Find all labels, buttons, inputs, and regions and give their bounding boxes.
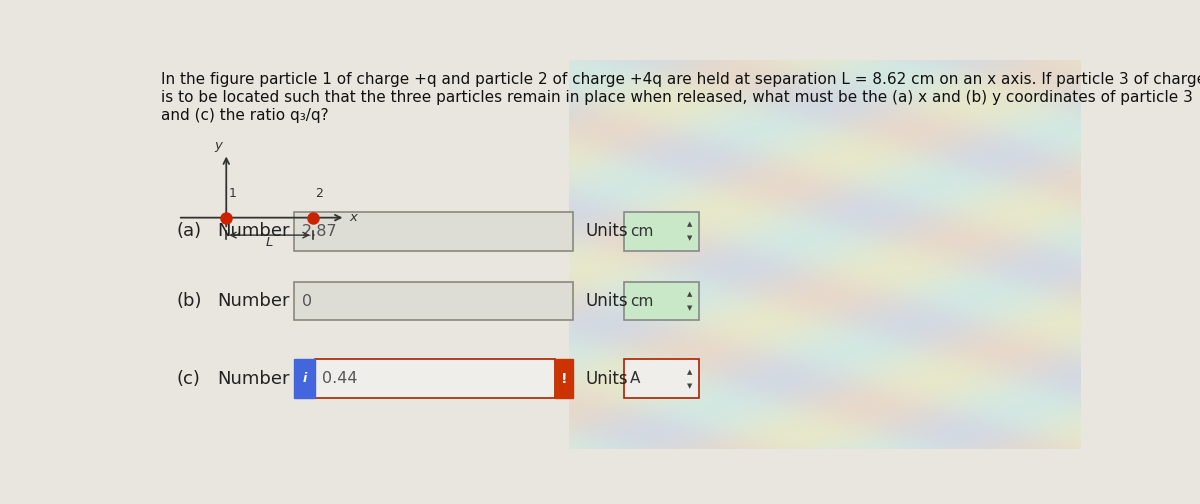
Text: is to be located such that the three particles remain in place when released, wh: is to be located such that the three par… [161, 90, 1193, 105]
Text: cm: cm [630, 224, 653, 239]
FancyBboxPatch shape [624, 212, 698, 250]
Text: 1: 1 [229, 187, 236, 200]
Text: ▼: ▼ [686, 235, 692, 241]
Text: Units: Units [586, 222, 628, 240]
Text: (b): (b) [176, 292, 202, 310]
Text: ▲: ▲ [686, 291, 692, 297]
Text: Number: Number [217, 370, 289, 388]
Text: Number: Number [217, 222, 289, 240]
Text: Units: Units [586, 292, 628, 310]
FancyBboxPatch shape [624, 359, 698, 398]
FancyBboxPatch shape [624, 282, 698, 321]
Text: x: x [349, 211, 356, 224]
FancyBboxPatch shape [294, 212, 574, 250]
FancyBboxPatch shape [314, 359, 554, 398]
FancyBboxPatch shape [294, 282, 574, 321]
Text: In the figure particle 1 of charge +q and particle 2 of charge +4q are held at s: In the figure particle 1 of charge +q an… [161, 72, 1200, 87]
Text: y: y [215, 139, 222, 152]
Text: (c): (c) [176, 370, 200, 388]
Text: i: i [302, 372, 306, 385]
Text: 0: 0 [301, 294, 312, 308]
Text: !: ! [560, 372, 568, 386]
FancyBboxPatch shape [554, 359, 574, 398]
Text: cm: cm [630, 294, 653, 308]
Text: Number: Number [217, 292, 289, 310]
Text: 2.87: 2.87 [301, 224, 337, 239]
Text: ▲: ▲ [686, 369, 692, 374]
Text: ▼: ▼ [686, 383, 692, 389]
Text: L: L [266, 236, 274, 249]
Text: A: A [630, 371, 641, 386]
Text: 2: 2 [316, 187, 324, 200]
Text: 0.44: 0.44 [322, 371, 358, 386]
Text: (a): (a) [176, 222, 202, 240]
Text: Units: Units [586, 370, 628, 388]
FancyBboxPatch shape [294, 359, 314, 398]
Text: ▼: ▼ [686, 305, 692, 311]
Text: ▲: ▲ [686, 221, 692, 227]
Text: and (c) the ratio q₃/q?: and (c) the ratio q₃/q? [161, 108, 329, 123]
